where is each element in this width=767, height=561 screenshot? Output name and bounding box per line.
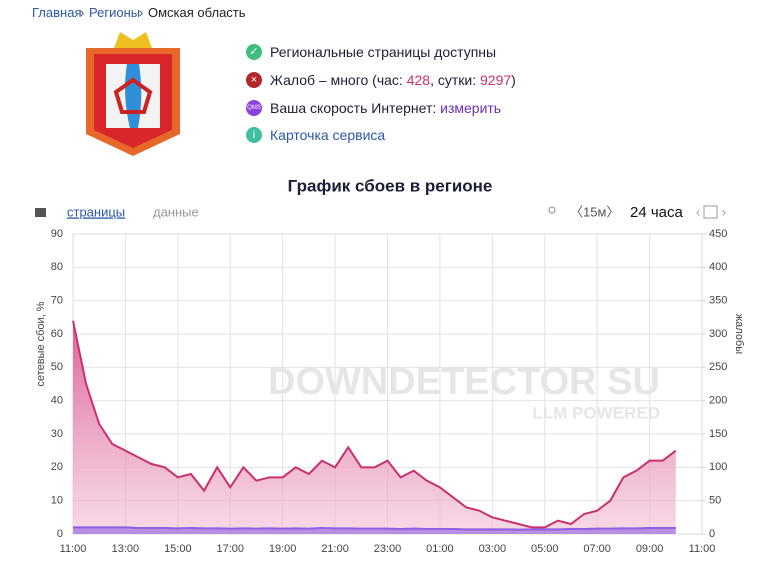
status-speed: Ваша скорость Интернет: измерить — [270, 100, 501, 116]
interval[interactable]: 〈15м〉 — [570, 204, 619, 219]
x-tick-label: 15:00 — [164, 543, 192, 555]
x-tick-label: 03:00 — [479, 543, 507, 555]
breadcrumb-link[interactable]: Регионы — [89, 5, 141, 20]
line — [72, 320, 677, 529]
error-icon: × — [246, 72, 262, 88]
x-tick-label: 21:00 — [321, 543, 349, 555]
x-tick-label: 09:00 — [636, 543, 664, 555]
y2-tick-label: 250 — [709, 361, 727, 373]
text: Жалоб – много (час: — [270, 72, 407, 88]
y2-tick-label: 100 — [709, 461, 727, 473]
qms-icon: QMS — [246, 100, 262, 116]
x-tick-label: 13:00 — [112, 543, 140, 555]
tab[interactable]: страницы — [67, 204, 125, 219]
watermark: DOWNDETECTOR SU — [268, 361, 660, 403]
y2-tick-label: 0 — [709, 528, 715, 540]
line — [73, 526, 676, 531]
x-tick-label: 07:00 — [583, 543, 611, 555]
y-tick-label: 10 — [51, 495, 63, 507]
x-tick-label: 17:00 — [216, 543, 244, 555]
info-icon: i — [246, 127, 262, 143]
tab[interactable]: данные — [153, 204, 199, 219]
breadcrumb-current: Омская область — [148, 5, 246, 20]
y-tick-label: 80 — [51, 261, 63, 273]
y2-tick-label: 300 — [709, 328, 727, 340]
prev-arrow[interactable]: ‹ — [696, 204, 700, 219]
next-arrow[interactable]: › — [722, 204, 726, 219]
user-icon[interactable] — [548, 206, 556, 214]
camera-icon[interactable] — [35, 208, 46, 217]
separator: › — [80, 5, 85, 20]
breadcrumb-link[interactable]: Главная — [32, 5, 82, 20]
x-tick-label: 23:00 — [374, 543, 402, 555]
calendar-icon[interactable] — [703, 205, 718, 219]
watermark: LLM POWERED — [533, 403, 661, 422]
period[interactable]: 24 часа — [630, 204, 684, 221]
x-tick-label: 11:00 — [60, 543, 87, 555]
y-tick-label: 30 — [51, 428, 63, 440]
coat-of-arms — [86, 32, 180, 156]
y-tick-label: 40 — [51, 395, 63, 407]
x-tick-label: 19:00 — [269, 543, 297, 555]
area — [73, 320, 676, 534]
day-count: 9297 — [480, 72, 512, 88]
ok-icon: ✓ — [246, 44, 262, 60]
x-tick-label: 01:00 — [426, 543, 454, 555]
y-tick-label: 0 — [57, 528, 63, 540]
y2-tick-label: 450 — [709, 228, 727, 240]
y2-tick-label: 400 — [709, 261, 727, 273]
y2-tick-label: 50 — [709, 495, 721, 507]
x-tick-label: 11:00 — [689, 543, 716, 555]
y2-tick-label: 200 — [709, 395, 727, 407]
y-tick-label: 90 — [51, 228, 63, 240]
status-pages: Региональные страницы доступны — [270, 44, 497, 60]
x-tick-label: 05:00 — [531, 543, 559, 555]
text: Ваша скорость Интернет: — [270, 100, 441, 116]
y2-tick-label: 350 — [709, 295, 727, 307]
y-tick-label: 60 — [51, 328, 63, 340]
service-card-link[interactable]: Карточка сервиса — [270, 127, 386, 143]
status-complaints: Жалоб – много (час: 428, сутки: 9297) — [270, 72, 516, 88]
y2-tick-label: 150 — [709, 428, 727, 440]
measure-link[interactable]: измерить — [440, 100, 502, 116]
y-tick-label: 50 — [51, 361, 63, 373]
hour-count: 428 — [406, 72, 431, 88]
chart-title: График сбоев в регионе — [288, 176, 493, 195]
y-axis-label: сетевые сбои, % — [35, 301, 47, 386]
text: ) — [511, 72, 516, 88]
y-tick-label: 20 — [51, 461, 63, 473]
separator: › — [139, 5, 144, 20]
text: , сутки: — [430, 72, 480, 88]
y2-axis-label: жалобы — [733, 314, 745, 354]
y-tick-label: 70 — [51, 295, 63, 307]
